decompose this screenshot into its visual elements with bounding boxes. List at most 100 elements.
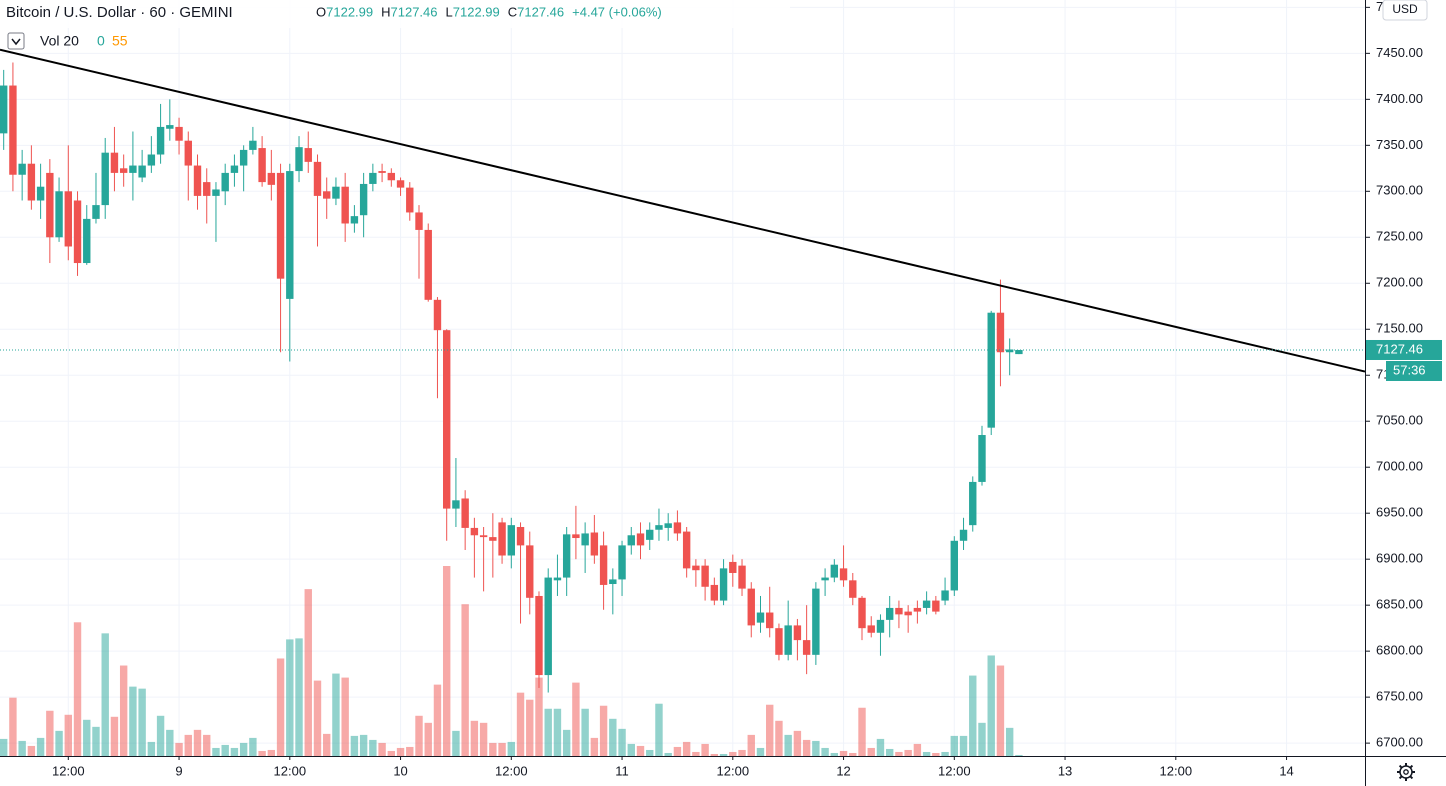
ohlc-label: H	[381, 4, 390, 19]
candle-body	[978, 435, 986, 482]
volume-bar	[489, 742, 497, 756]
volume-bar	[387, 750, 396, 756]
volume-bar	[701, 743, 709, 756]
candle-body	[535, 595, 543, 676]
countdown-tag	[1386, 360, 1442, 381]
candle-body	[885, 607, 894, 620]
volume-bar	[830, 752, 839, 756]
candle-body	[590, 532, 599, 556]
settings-gear[interactable]	[1397, 763, 1415, 781]
volume-bar	[424, 722, 432, 756]
x-tick-label: 10	[393, 763, 407, 778]
candle-body	[1005, 349, 1014, 353]
volume-bar	[239, 742, 248, 756]
volume-bar	[498, 742, 506, 756]
volume-bar	[286, 639, 294, 756]
candle-body	[802, 640, 811, 655]
ohlc-label: C	[508, 4, 517, 19]
candle-body	[572, 534, 580, 539]
candle-body	[184, 140, 192, 166]
candle-body	[332, 186, 340, 199]
volume-bar	[1015, 754, 1023, 756]
volume-bar	[203, 734, 211, 756]
volume-bar	[507, 741, 515, 756]
candle-body	[350, 216, 359, 224]
candle-body	[969, 481, 977, 526]
x-tick-label: 12:00	[495, 763, 528, 778]
volume-bar	[646, 749, 654, 756]
x-tick-label: 12:00	[274, 763, 307, 778]
volume-bar	[858, 707, 866, 756]
candle-body	[913, 607, 922, 612]
x-tick-label: 12:00	[717, 763, 750, 778]
candle-body	[692, 565, 700, 571]
candle-body	[627, 535, 635, 546]
y-tick-label: 6800.00	[1376, 643, 1423, 658]
x-tick-label: 14	[1279, 763, 1293, 778]
volume-bar	[55, 730, 63, 756]
candle-body	[341, 186, 349, 224]
collapse-button[interactable]	[7, 32, 25, 50]
candle-body	[73, 200, 82, 264]
candle-body	[323, 191, 331, 199]
y-tick-label: 6700.00	[1376, 735, 1423, 750]
y-tick-label: 6900.00	[1376, 551, 1423, 566]
candle-body	[406, 187, 414, 213]
volume-bar	[978, 722, 986, 756]
time-axis-bg	[0, 756, 1365, 786]
volume-bar	[627, 743, 635, 756]
y-tick-label: 7400.00	[1376, 91, 1423, 106]
volume-bar	[129, 686, 137, 756]
candle-body	[959, 529, 968, 541]
candle-body	[950, 540, 959, 591]
candle-body	[101, 152, 109, 206]
volume-bar	[562, 729, 571, 756]
candle-body	[876, 619, 885, 633]
volume-bar	[673, 746, 682, 756]
volume-bar	[839, 750, 848, 756]
volume-bar	[433, 684, 442, 756]
candle-body	[609, 579, 617, 585]
ohlc-value: 7122.99	[326, 4, 373, 19]
x-tick-label: 12:00	[938, 763, 971, 778]
volume-bar	[710, 753, 719, 756]
volume-bar	[1005, 727, 1014, 756]
candle-body	[461, 498, 469, 528]
x-tick-label: 11	[615, 763, 629, 778]
volume-bar	[572, 682, 580, 756]
x-tick-label: 12	[836, 763, 850, 778]
currency-label[interactable]: USD	[1392, 2, 1418, 16]
volume-bar	[885, 748, 894, 756]
x-tick-label: 13	[1058, 763, 1072, 778]
volume-bar	[313, 680, 322, 756]
y-tick-label: 6950.00	[1376, 505, 1423, 520]
candle-body	[442, 330, 451, 509]
candle-body	[849, 580, 857, 598]
volume-bar	[876, 738, 885, 756]
volume-bar	[452, 730, 460, 756]
candle-body	[987, 312, 995, 428]
candle-body	[36, 186, 45, 201]
y-tick-label: 7250.00	[1376, 229, 1423, 244]
candle-body	[387, 172, 396, 181]
candle-body	[793, 625, 802, 641]
volume-bar	[959, 735, 968, 756]
currency-box[interactable]	[1382, 0, 1428, 21]
candle-body	[904, 611, 912, 616]
candle-body	[812, 588, 820, 655]
candle-body	[276, 172, 285, 279]
candle-body	[396, 180, 405, 188]
candle-body	[526, 545, 534, 598]
volume-bar	[996, 665, 1005, 756]
candle-body	[719, 568, 728, 601]
ohlc-legend: O 7122.99 H 7127.46 L 7122.99 C 7127.46 +4.47 (+…	[316, 4, 662, 19]
candle-body	[839, 568, 848, 581]
volume-bar	[341, 677, 349, 756]
volume-bar	[193, 729, 202, 756]
y-tick-label: 7200.00	[1376, 275, 1423, 290]
volume-bar	[922, 751, 931, 756]
last-price-label: 7127.46	[1376, 341, 1423, 356]
volume-bar	[941, 751, 949, 756]
y-tick-label: 6750.00	[1376, 689, 1423, 704]
